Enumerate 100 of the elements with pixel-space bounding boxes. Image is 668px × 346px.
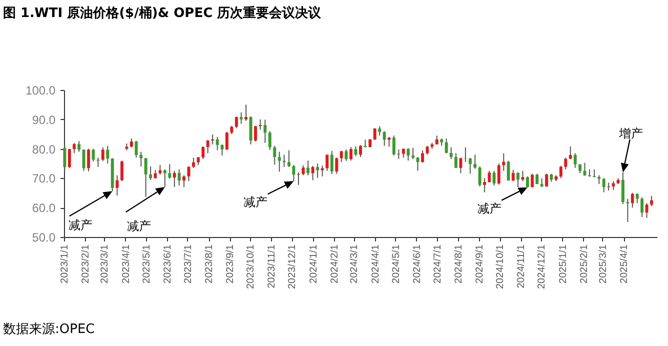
- x-tick-label: 2025/4/1: [619, 244, 630, 284]
- x-tick-label: 2023/8/1: [204, 244, 215, 284]
- candlestick: [206, 139, 210, 154]
- annotation: 减产: [126, 219, 151, 234]
- candlestick: [530, 173, 534, 188]
- x-tick-label: 2024/11/1: [516, 244, 528, 288]
- x-tick-label: 2025/3/1: [598, 244, 609, 284]
- candlestick: [406, 148, 410, 162]
- x-tick-label: 2023/12/1: [287, 244, 298, 289]
- candlestick: [578, 164, 582, 174]
- candlestick: [335, 157, 338, 174]
- candlestick: [450, 146, 453, 160]
- y-tick-label: 60.0: [32, 201, 56, 216]
- candlestick: [459, 157, 462, 174]
- candlestick: [311, 165, 314, 181]
- x-tick-label: 2023/3/1: [100, 244, 111, 284]
- candlestick: [636, 192, 639, 204]
- candlestick: [68, 148, 71, 168]
- candlestick: [497, 163, 500, 186]
- chart-title: 图 1.WTI 原油价格($/桶)& OPEC 历次重要会议决议: [3, 4, 322, 22]
- x-tick-label: 2023/5/1: [141, 244, 152, 284]
- candlestick: [574, 152, 577, 168]
- candlestick: [225, 131, 228, 151]
- x-tick-label: 2024/2/1: [329, 244, 340, 284]
- y-tick-label: 70.0: [32, 172, 56, 186]
- x-tick-label: 2023/2/1: [80, 244, 92, 284]
- candlestick: [87, 148, 90, 172]
- candlestick: [96, 157, 100, 168]
- candlestick: [411, 147, 414, 160]
- x-tick-label: 2025/1/1: [558, 244, 569, 284]
- x-tick-label: 2024/8/1: [453, 244, 464, 284]
- candlestick: [234, 116, 238, 129]
- x-tick-label: 2024/4/1: [370, 244, 382, 284]
- candlestick: [268, 130, 272, 150]
- candlestick: [264, 119, 267, 144]
- candlestick: [63, 144, 66, 172]
- candlestick: [478, 166, 482, 187]
- candlestick: [378, 126, 382, 136]
- candlestick: [521, 170, 524, 182]
- candlestick: [92, 148, 95, 162]
- candlestick: [254, 125, 258, 142]
- candlestick: [483, 178, 486, 193]
- candlestick: [416, 156, 420, 172]
- candlestick: [526, 176, 529, 188]
- candlestick: [444, 138, 448, 154]
- candlestick: [320, 165, 324, 177]
- candlestick: [216, 136, 219, 151]
- candlestick: [488, 170, 491, 184]
- x-tick-label: 2025/2/1: [578, 244, 590, 284]
- y-tick-label: 80.0: [32, 142, 56, 156]
- candlestick: [392, 135, 396, 156]
- candlestick: [326, 154, 329, 172]
- x-tick-label: 2023/10/1: [246, 244, 257, 289]
- annotation: 减产: [244, 195, 268, 210]
- candlestick: [220, 144, 224, 156]
- candlestick: [354, 146, 358, 157]
- candlestick: [168, 164, 172, 180]
- candlestick: [474, 154, 477, 170]
- x-tick-label: 2024/3/1: [349, 244, 360, 284]
- annotation: 增产: [618, 126, 643, 140]
- candlestick: [178, 168, 181, 186]
- candlestick: [316, 163, 320, 178]
- x-tick-label: 2024/7/1: [432, 244, 444, 284]
- candlestick: [101, 146, 104, 162]
- candlestick: [568, 146, 572, 160]
- candlestick: [559, 165, 562, 179]
- x-tick-label: 2023/9/1: [225, 244, 236, 284]
- candlestick: [120, 160, 124, 182]
- candlestick: [506, 160, 510, 182]
- candlestick: [144, 157, 148, 198]
- candlestick: [645, 202, 648, 218]
- candlestick: [454, 152, 458, 168]
- candlestick: [602, 178, 606, 193]
- candlestick: [187, 166, 190, 182]
- y-tick-label: 90.0: [32, 112, 56, 127]
- candlestick: [373, 128, 376, 140]
- candlestick: [468, 157, 472, 174]
- candlestick: [240, 112, 243, 124]
- candlestick: [278, 151, 281, 172]
- candlestick: [72, 142, 76, 154]
- candlestick: [583, 162, 586, 176]
- x-tick-label: 2024/1/1: [308, 244, 320, 284]
- candlestick: [134, 140, 138, 158]
- y-tick-label: 100.0: [25, 84, 56, 98]
- candlestick: [388, 136, 391, 148]
- x-tick-label: 2023/1/1: [60, 244, 70, 284]
- candlestick: [182, 174, 186, 188]
- candlestick: [106, 145, 110, 164]
- annotation: 减产: [68, 218, 92, 232]
- x-tick-label: 2023/6/1: [162, 244, 174, 284]
- candlestick: [382, 130, 386, 146]
- candlestick: [302, 164, 305, 176]
- candlestick: [516, 172, 520, 188]
- candlestick: [287, 150, 290, 168]
- candlestick: [116, 174, 119, 196]
- candlestick: [244, 104, 248, 122]
- candlestick: [202, 146, 205, 160]
- x-tick-label: 2023/4/1: [120, 244, 132, 284]
- candlestick: [512, 169, 515, 182]
- candlestick: [82, 148, 86, 172]
